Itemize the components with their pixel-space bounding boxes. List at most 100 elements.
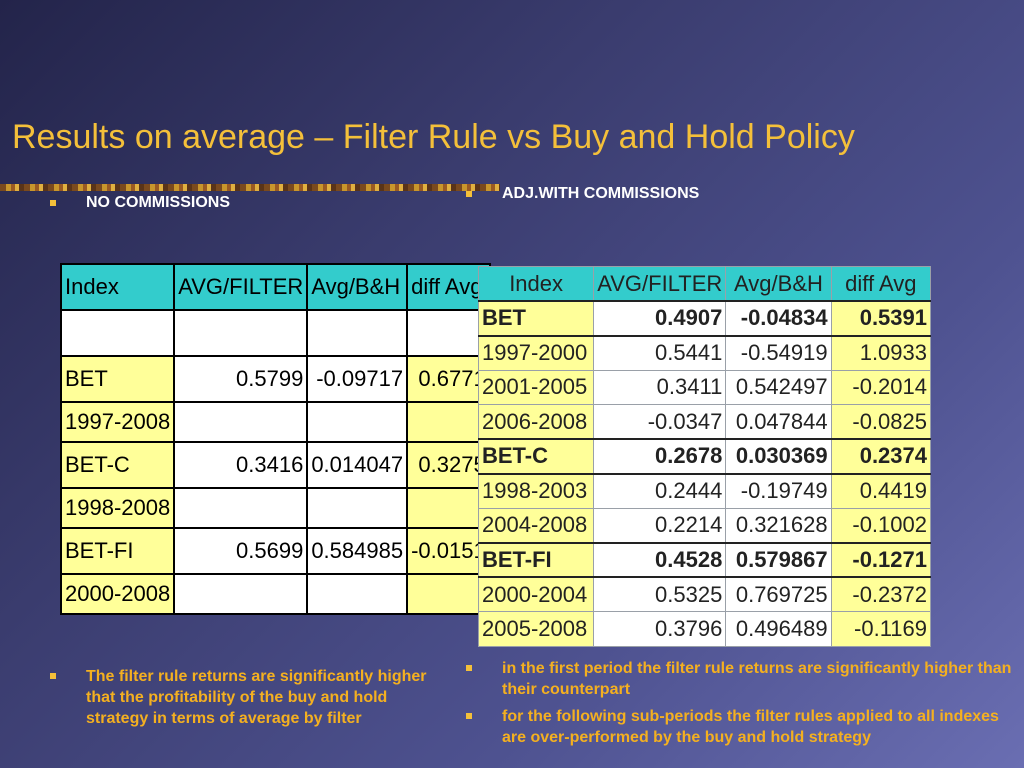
table-cell: 0.4907 <box>593 300 727 337</box>
table-cell: -0.1271 <box>830 541 932 578</box>
table-cell: 0.014047 <box>306 441 409 489</box>
table-row: BET-FI 0.4528 0.579867 -0.1271 <box>477 541 932 578</box>
table-cell: -0.1002 <box>830 507 932 543</box>
table-cell: 2004-2008 <box>477 507 595 543</box>
table-header-row: Index AVG/FILTER Avg/B&H diff Avg <box>477 266 932 302</box>
left-heading-bullet <box>50 200 56 206</box>
table-cell: -0.0825 <box>830 404 932 440</box>
table-cell: 0.584985 <box>306 527 409 575</box>
table-cell: BET-C <box>477 438 595 475</box>
table-cell: BET-FI <box>59 527 176 575</box>
table-cell: 2001-2005 <box>477 369 595 405</box>
table-cell <box>173 573 309 615</box>
table-cell: 0.030369 <box>725 438 832 475</box>
header-cell: Index <box>477 266 595 302</box>
header-cell: Avg/B&H <box>725 266 832 302</box>
table-cell <box>173 309 309 357</box>
table-cell: 2000-2004 <box>477 576 595 612</box>
table-cell: 1997-2000 <box>477 335 595 371</box>
table-row: BET-C 0.2678 0.030369 0.2374 <box>477 438 932 475</box>
header-cell: AVG/FILTER <box>593 266 727 302</box>
table-row: 2000-2008 <box>59 573 491 615</box>
table-row: BET-C 0.3416 0.014047 0.3275 <box>59 441 491 489</box>
table-cell: 0.5799 <box>173 355 309 403</box>
right-note-2: for the following sub-periods the filter… <box>502 708 999 746</box>
table-cell: 1998-2008 <box>59 487 176 529</box>
table-cell: 0.2444 <box>593 473 727 509</box>
table-cell: 1998-2003 <box>477 473 595 509</box>
table-cell <box>406 573 491 615</box>
table-cell: 0.321628 <box>725 507 832 543</box>
table-cell: 0.542497 <box>725 369 832 405</box>
header-cell: AVG/FILTER <box>173 263 309 311</box>
table-cell: -0.54919 <box>725 335 832 371</box>
table-cell: -0.2014 <box>830 369 932 405</box>
table-cell: 0.496489 <box>725 611 832 647</box>
table-row: 1998-2008 <box>59 487 491 529</box>
header-cell: diff Avg <box>406 263 491 311</box>
table-cell <box>306 573 409 615</box>
table-cell: 0.5699 <box>173 527 309 575</box>
right-note-bullet-1 <box>466 665 472 671</box>
table-cell: 0.5441 <box>593 335 727 371</box>
table-cell: -0.0151 <box>406 527 491 575</box>
table-cell: 0.3416 <box>173 441 309 489</box>
table-row: BET 0.4907 -0.04834 0.5391 <box>477 300 932 337</box>
table-cell <box>306 487 409 529</box>
table-cell: 0.047844 <box>725 404 832 440</box>
table-cell <box>306 401 409 443</box>
right-heading: ADJ.WITH COMMISSIONS <box>502 185 700 202</box>
table-cell <box>306 309 409 357</box>
header-cell: Avg/B&H <box>306 263 409 311</box>
left-note-bullet <box>50 673 56 679</box>
table-row: BET 0.5799 -0.09717 0.6771 <box>59 355 491 403</box>
left-heading: NO COMMISSIONS <box>86 194 231 211</box>
table-cell: 1997-2008 <box>59 401 176 443</box>
table-cell: -0.09717 <box>306 355 409 403</box>
table-row <box>59 309 491 357</box>
table-row: 2000-2004 0.5325 0.769725 -0.2372 <box>477 576 932 612</box>
slide-title: Results on average – Filter Rule vs Buy … <box>12 118 855 156</box>
table-row: 2005-2008 0.3796 0.496489 -0.1169 <box>477 611 932 647</box>
right-note-1: in the first period the filter rule retu… <box>502 660 1012 698</box>
table-cell: 0.5391 <box>830 300 932 337</box>
left-results-table: Index AVG/FILTER Avg/B&H diff Avg BET 0.… <box>59 263 491 615</box>
table-cell: 0.2214 <box>593 507 727 543</box>
table-cell: BET-C <box>59 441 176 489</box>
table-cell: 0.769725 <box>725 576 832 612</box>
table-cell: 2005-2008 <box>477 611 595 647</box>
right-heading-bullet <box>466 191 472 197</box>
table-cell: BET <box>59 355 176 403</box>
table-row: 1998-2003 0.2444 -0.19749 0.4419 <box>477 473 932 509</box>
right-results-table: Index AVG/FILTER Avg/B&H diff Avg BET 0.… <box>477 266 932 647</box>
table-row: 2006-2008 -0.0347 0.047844 -0.0825 <box>477 404 932 440</box>
table-cell <box>59 309 176 357</box>
table-cell: 0.4528 <box>593 541 727 578</box>
table-cell: -0.2372 <box>830 576 932 612</box>
table-cell: 0.3796 <box>593 611 727 647</box>
table-cell: BET <box>477 300 595 337</box>
title-divider <box>0 184 500 191</box>
table-cell: 0.2678 <box>593 438 727 475</box>
left-note: The filter rule returns are significantl… <box>86 668 427 727</box>
header-cell: Index <box>59 263 176 311</box>
table-cell: 2000-2008 <box>59 573 176 615</box>
table-cell: -0.0347 <box>593 404 727 440</box>
table-header-row: Index AVG/FILTER Avg/B&H diff Avg <box>59 263 491 311</box>
right-note-bullet-2 <box>466 713 472 719</box>
table-cell: -0.1169 <box>830 611 932 647</box>
table-cell: 0.6771 <box>406 355 491 403</box>
table-cell: 0.5325 <box>593 576 727 612</box>
header-cell: diff Avg <box>830 266 932 302</box>
table-cell: 1.0933 <box>830 335 932 371</box>
table-cell <box>406 401 491 443</box>
table-cell: 0.3411 <box>593 369 727 405</box>
table-cell <box>406 487 491 529</box>
table-row: 2001-2005 0.3411 0.542497 -0.2014 <box>477 369 932 405</box>
table-cell: 0.4419 <box>830 473 932 509</box>
table-cell <box>173 487 309 529</box>
table-cell: BET-FI <box>477 541 595 578</box>
table-row: 1997-2000 0.5441 -0.54919 1.0933 <box>477 335 932 371</box>
table-cell: 0.2374 <box>830 438 932 475</box>
table-cell: -0.04834 <box>725 300 832 337</box>
